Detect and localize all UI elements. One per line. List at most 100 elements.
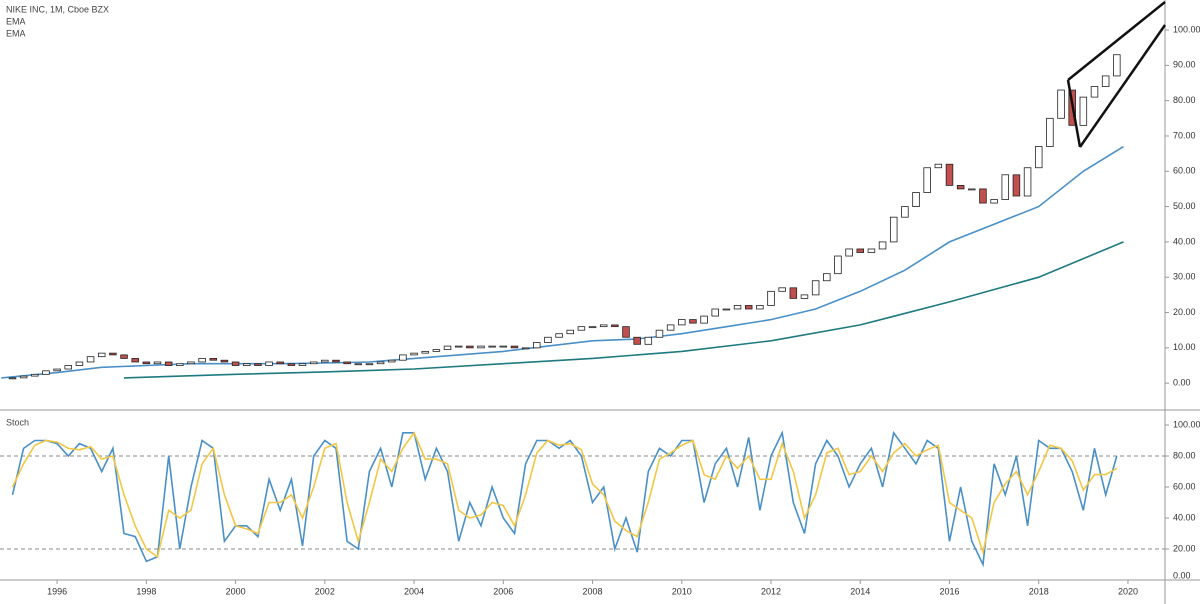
candle-body (622, 326, 630, 338)
candle-body (466, 345, 474, 349)
x-tick-label: 2004 (404, 586, 424, 596)
candle-body (633, 336, 641, 345)
candle-body (778, 287, 786, 292)
y-tick-label: 10.00 (1173, 342, 1196, 352)
candle-body (934, 163, 943, 169)
candle-body (365, 363, 374, 366)
candle-body (811, 280, 820, 296)
candle-body (421, 350, 429, 354)
x-tick-label: 2018 (1029, 586, 1049, 596)
candle-body (533, 342, 541, 349)
x-tick-label: 2002 (315, 586, 335, 596)
candle-body (198, 358, 206, 363)
candle-body (153, 361, 162, 365)
candle-body (19, 375, 28, 379)
plot: 1996 1998 2000 2002 2004 2006 2008 2010 2012 2014… (0, 24, 1200, 596)
candle-body (354, 363, 363, 366)
candle-body (254, 363, 262, 366)
candle-body (544, 336, 552, 343)
candle-body (744, 305, 753, 310)
chart-title: NIKE INC, 1M, Cboe BZX (6, 4, 109, 14)
candle-body (64, 365, 73, 370)
candle-body (343, 361, 351, 365)
candle-body (834, 255, 842, 275)
candle-body (678, 319, 686, 326)
candle-body (1101, 75, 1110, 87)
candle-body (376, 361, 385, 365)
candle-body (265, 361, 273, 366)
candle-body (276, 361, 284, 365)
candle-body (499, 345, 508, 348)
y-tick-label: 40.00 (1173, 512, 1196, 522)
x-tick-label: 1998 (136, 586, 156, 596)
candle-body (231, 361, 240, 366)
candle-body (142, 361, 151, 365)
candle-body (510, 345, 519, 349)
candle-body (655, 329, 664, 338)
candle-body (298, 363, 307, 366)
y-tick-label: 80.00 (1173, 95, 1196, 105)
x-tick-label: 2020 (1118, 586, 1138, 596)
ema-line (123, 241, 1124, 379)
candle-body (75, 361, 84, 366)
candle-body (566, 329, 574, 335)
y-tick-label: 30.00 (1173, 272, 1196, 282)
candle-body (555, 333, 563, 338)
wedge-line (1066, 79, 1082, 148)
y-tick-label: 60.00 (1173, 481, 1196, 491)
legend-entry: EMA (6, 28, 26, 38)
candle-body (733, 305, 742, 310)
y-tick-label: 0.00 (1173, 378, 1191, 388)
stoch-title: Stoch (6, 417, 29, 427)
candle-body (488, 345, 496, 348)
candle-body (521, 347, 530, 350)
x-tick-label: 2010 (672, 586, 692, 596)
candle-body (945, 163, 954, 186)
x-tick-label: 2000 (226, 586, 246, 596)
wedge-line (1067, 1, 1166, 81)
candle-body (800, 294, 809, 299)
candle-body (767, 290, 775, 306)
x-tick-label: 2014 (850, 586, 870, 596)
candle-body (1023, 167, 1032, 197)
candle-body (388, 359, 396, 363)
candle-body (309, 361, 318, 365)
candle-body (901, 206, 909, 218)
candle-body (242, 363, 251, 366)
candle-body (1079, 96, 1088, 126)
candle-body (432, 349, 441, 352)
candle-body (722, 308, 731, 311)
stoch-line (11, 431, 1118, 559)
candle-body (968, 188, 976, 191)
candle-body (644, 336, 653, 345)
candle-body (577, 326, 586, 331)
x-tick-label: 1996 (47, 586, 67, 596)
y-tick-label: 20.00 (1173, 307, 1196, 317)
candle-body (889, 216, 898, 243)
candle-body (321, 359, 329, 363)
candle-body (689, 319, 697, 324)
candle-body (86, 356, 95, 363)
candle-body (187, 361, 195, 365)
candle-body (1046, 117, 1054, 147)
candle-body (1034, 146, 1043, 169)
candle-body (588, 326, 597, 329)
candle-body (454, 345, 463, 348)
candle-body (666, 324, 675, 331)
candle-body (53, 368, 61, 372)
candle-body (789, 287, 798, 299)
candle-body (410, 352, 418, 356)
candle-body (1113, 54, 1121, 77)
y-tick-label: 60.00 (1173, 166, 1196, 176)
candle-body (1090, 86, 1099, 98)
candle-body (956, 185, 965, 190)
y-tick-label: 70.00 (1173, 130, 1196, 140)
candle-body (332, 359, 340, 363)
candle-body (399, 354, 407, 361)
ema-line (1, 145, 1124, 379)
candle-body (923, 167, 931, 193)
candle-body (599, 324, 608, 328)
candle-body (1057, 89, 1065, 119)
candle-body (700, 315, 708, 324)
y-tick-label: 100.00 (1173, 24, 1200, 34)
